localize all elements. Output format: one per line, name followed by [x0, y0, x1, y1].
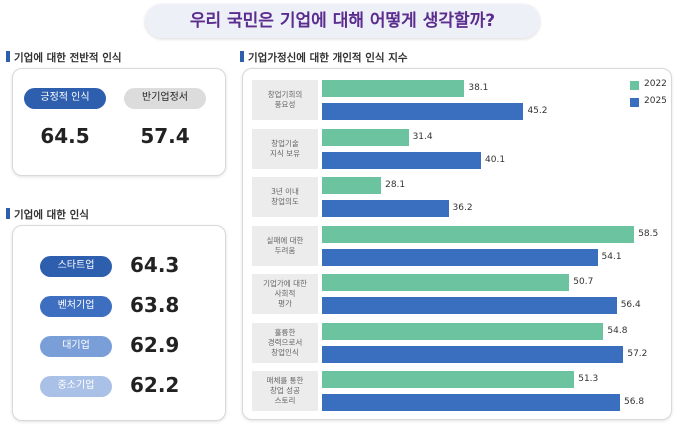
bar [322, 151, 481, 169]
value-label: 56.8 [624, 397, 645, 407]
bar [322, 177, 382, 194]
value-label: 45.2 [527, 106, 548, 116]
pill: 대기업 [40, 336, 112, 357]
bullet [6, 208, 10, 219]
value-label: 54.8 [607, 325, 628, 336]
value-label: 51.3 [578, 374, 599, 384]
panel [12, 68, 226, 176]
bar [322, 248, 598, 266]
bullet [240, 51, 244, 62]
pill: 반기업정서 [124, 88, 206, 109]
section-title: 기업에 대한 인식 [14, 209, 89, 221]
value-label: 57.2 [627, 348, 648, 359]
value-label: 54.1 [601, 251, 622, 262]
pill: 중소기업 [40, 376, 112, 397]
value: 57.4 [140, 124, 190, 148]
legend-label: 2022 [644, 79, 667, 89]
value-label: 40.1 [485, 154, 506, 165]
value: 63.8 [130, 293, 180, 317]
category-label: 기업가에 대한 사회적 평가 [252, 274, 318, 314]
bar [322, 322, 604, 340]
value-label: 36.2 [452, 203, 473, 213]
category-label: 창업기회의 풍요성 [252, 80, 318, 120]
bar [322, 225, 635, 243]
category-label: 훌륭한 경력으로서 창업인식 [252, 322, 318, 363]
value-label: 58.5 [638, 228, 659, 239]
value-label: 31.4 [412, 131, 433, 142]
category-label: 실패에 대한 두려움 [252, 225, 318, 266]
bullet [6, 51, 10, 62]
bar [322, 345, 624, 363]
title-bar [145, 4, 540, 38]
legend-swatch [630, 81, 639, 90]
pill: 벤처기업 [40, 296, 112, 317]
bar [322, 274, 570, 291]
value: 62.9 [130, 333, 180, 357]
value: 64.5 [40, 124, 90, 148]
page-title: 우리 국민은 기업에 대해 어떻게 생각할까? [189, 11, 496, 31]
pill: 스타트업 [40, 256, 112, 277]
category-label: 창업기술 지식 보유 [252, 128, 318, 169]
value-label: 38.1 [468, 83, 489, 93]
bar [322, 80, 465, 97]
category-label: 매체를 통한 창업 성공 스토리 [252, 371, 318, 411]
bar [322, 128, 409, 146]
bar [322, 394, 621, 411]
bar [322, 103, 524, 120]
chart-title: 기업가정신에 대한 개인적 인식 지수 [248, 52, 408, 64]
value-label: 28.1 [385, 180, 406, 190]
value: 64.3 [130, 253, 180, 277]
bar [322, 371, 575, 388]
value: 62.2 [130, 373, 180, 397]
bar [322, 200, 449, 217]
section-title: 기업에 대한 전반적 인식 [14, 52, 122, 64]
legend-swatch [630, 98, 639, 107]
pill: 긍정적 인식 [24, 88, 106, 109]
category-label: 3년 이내 창업의도 [252, 177, 318, 217]
value-label: 56.4 [620, 300, 641, 310]
value-label: 50.7 [573, 277, 594, 287]
bar [322, 297, 617, 314]
legend-label: 2025 [644, 96, 667, 106]
